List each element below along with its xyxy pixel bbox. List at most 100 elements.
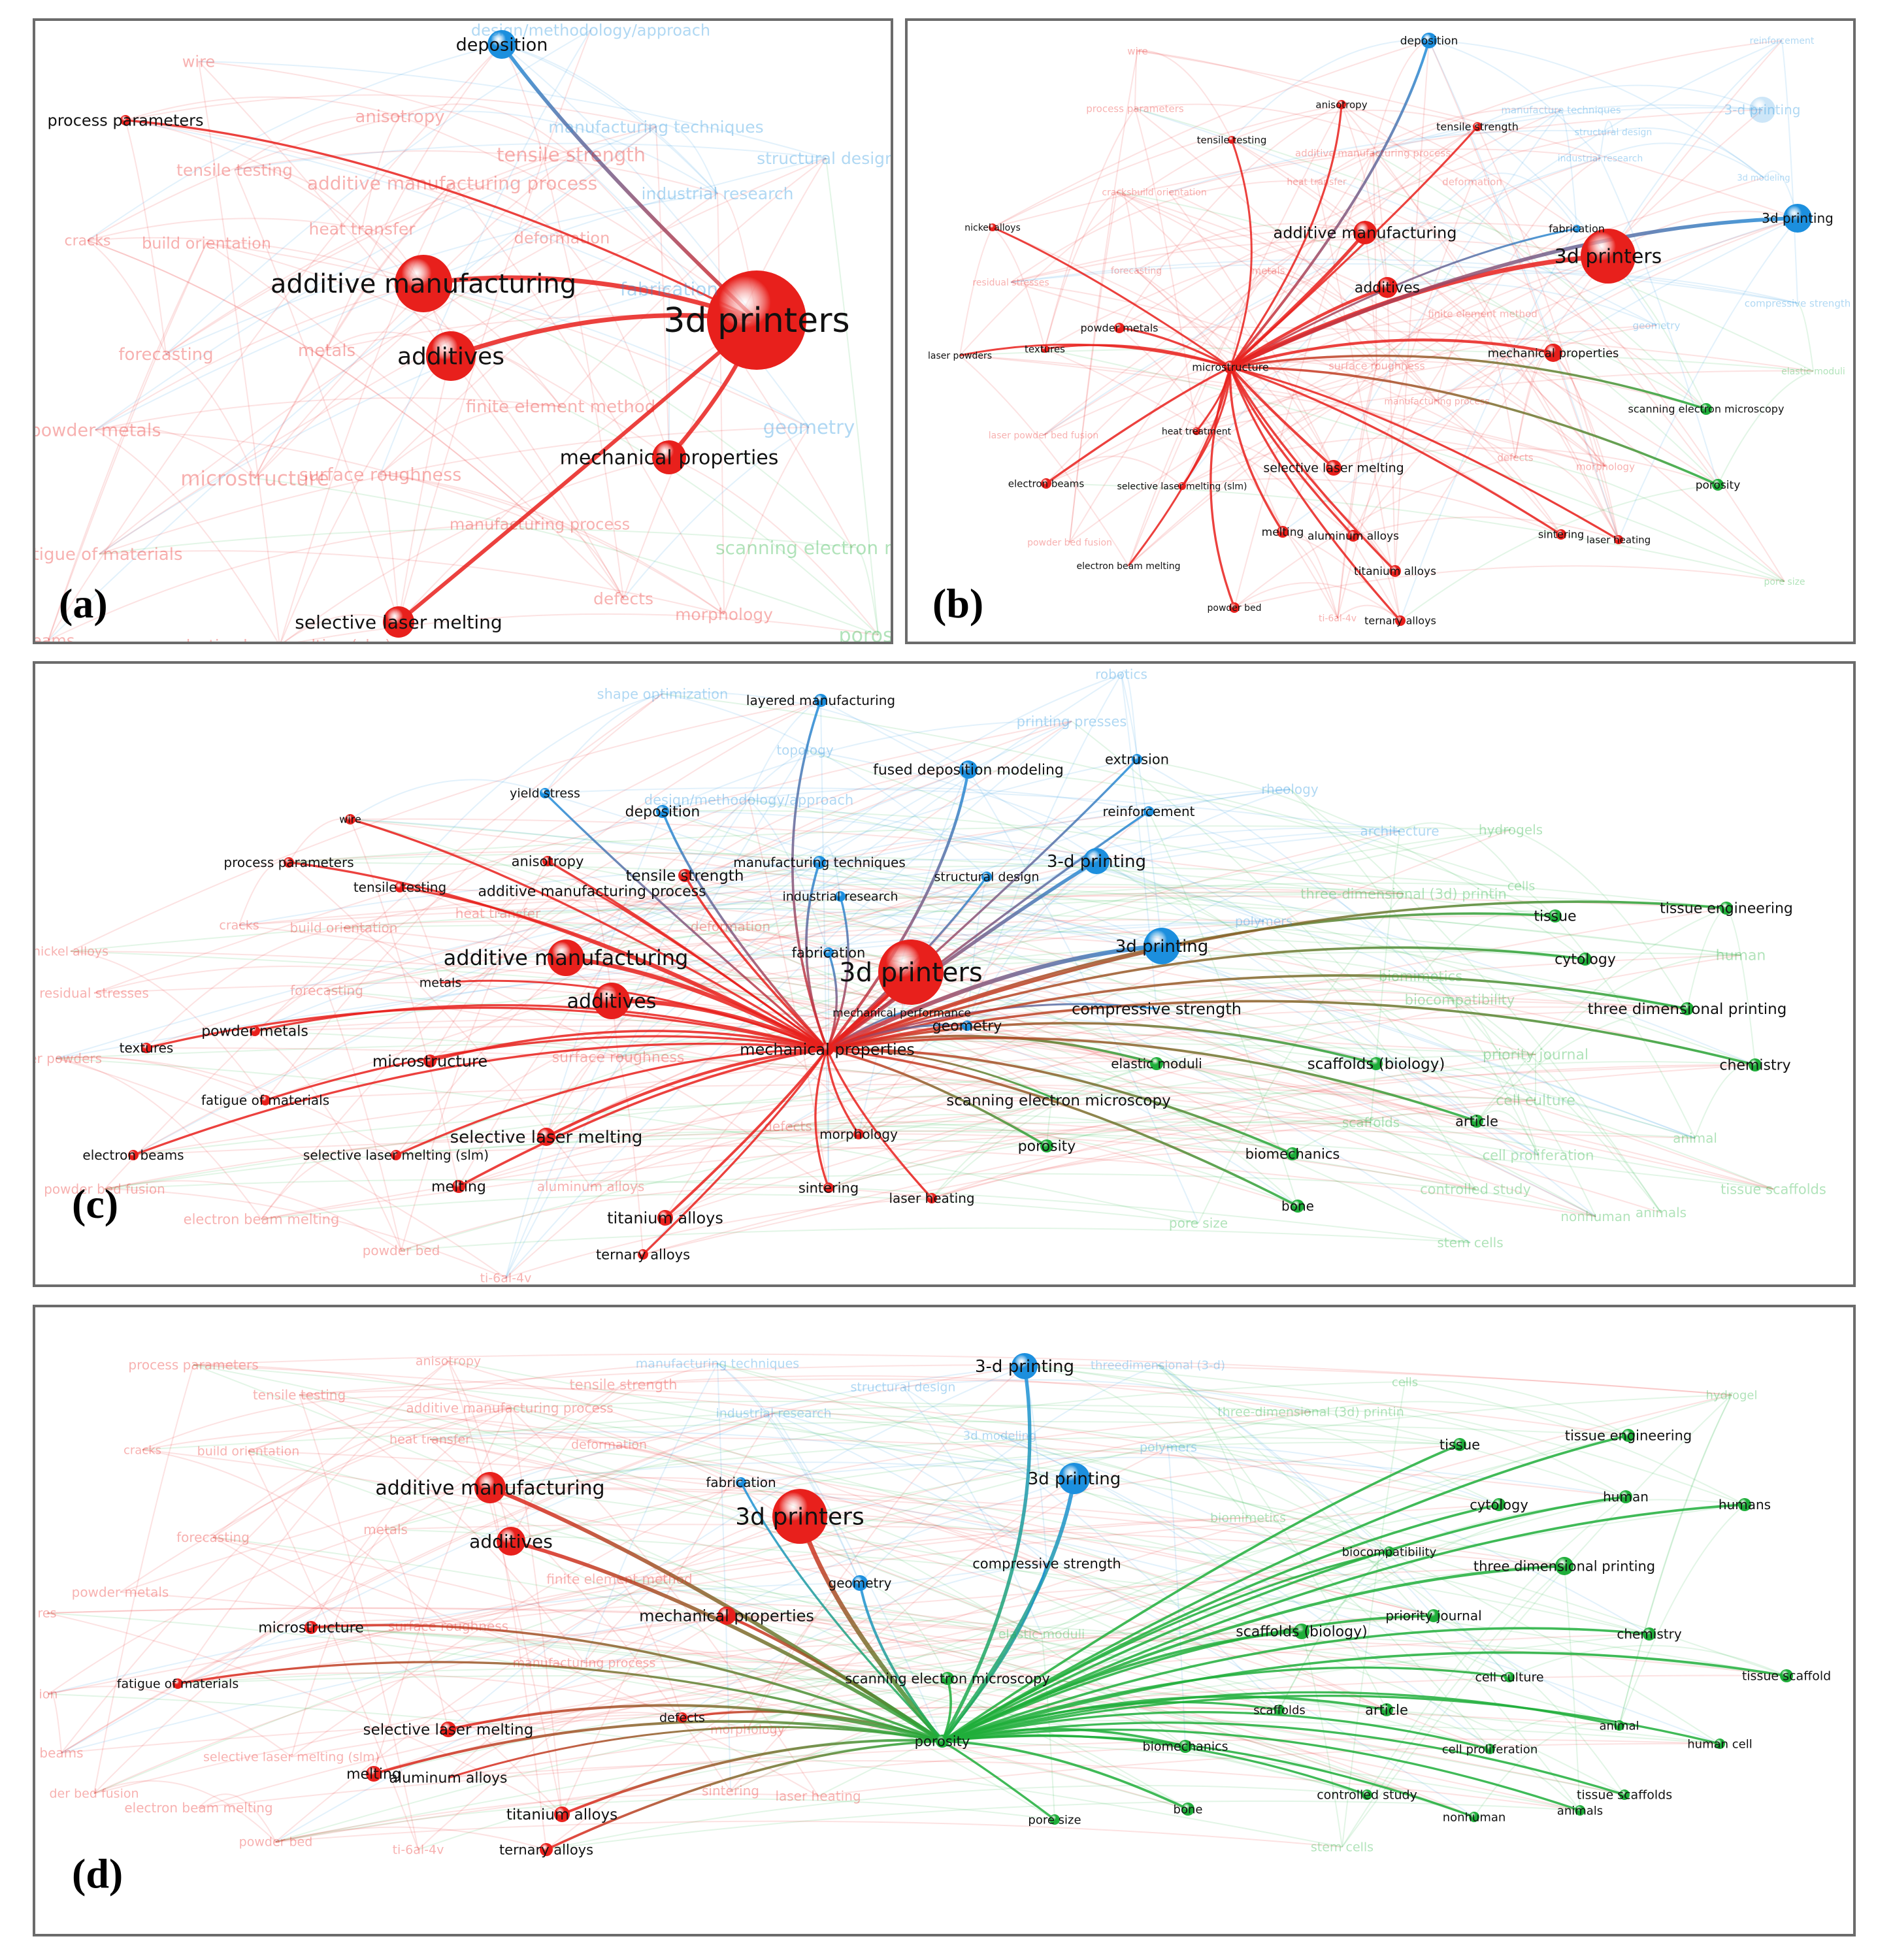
node-tissue-engineering[interactable] — [1720, 902, 1733, 915]
node-deposition[interactable] — [1421, 33, 1437, 48]
node-nickel-alloys[interactable] — [989, 223, 996, 231]
node-layered-manufacturing[interactable] — [814, 694, 827, 707]
node-additive-manufacturing[interactable] — [548, 939, 584, 976]
node-3d-printers[interactable] — [707, 270, 806, 370]
node-yield-stress[interactable] — [540, 788, 550, 798]
node-sintering[interactable] — [823, 1183, 834, 1193]
node-selective-laser-melting-slm[interactable] — [1178, 482, 1186, 490]
node-selective-laser-melting[interactable] — [440, 1722, 456, 1737]
node-animal[interactable] — [1614, 1720, 1624, 1731]
node-anisotropy[interactable] — [1337, 100, 1346, 109]
node-fabrication[interactable] — [1573, 225, 1581, 233]
node-3d-printers[interactable] — [1581, 229, 1636, 284]
node-scaffolds-biology[interactable] — [1294, 1624, 1309, 1639]
node-microstructure[interactable] — [305, 1621, 318, 1634]
node-structural-design[interactable] — [981, 872, 992, 882]
node-selective-laser-melting[interactable] — [537, 1128, 555, 1146]
node-mechanical-properties[interactable] — [1544, 344, 1562, 362]
node-cytology[interactable] — [1579, 953, 1592, 966]
node-nonhuman[interactable] — [1469, 1812, 1479, 1822]
node-3-d-printing[interactable] — [1749, 97, 1775, 123]
node-additives[interactable] — [593, 983, 630, 1019]
node-elastic-moduli[interactable] — [1150, 1057, 1163, 1070]
node-additives[interactable] — [497, 1527, 525, 1556]
node-biomechanics[interactable] — [1286, 1147, 1299, 1160]
node-industrial-research[interactable] — [835, 891, 846, 902]
node-tensile-strength[interactable] — [678, 869, 691, 882]
node-bone[interactable] — [1291, 1200, 1304, 1213]
node-additive-manufacturing[interactable] — [1353, 221, 1377, 244]
node-melting[interactable] — [1277, 526, 1289, 538]
node-priority-journal[interactable] — [1427, 1609, 1440, 1622]
node-mechanical-properties[interactable] — [717, 1607, 736, 1625]
node-deposition[interactable] — [487, 30, 516, 59]
node-tissue-scaffolds[interactable] — [1619, 1789, 1630, 1800]
node-microstructure[interactable] — [1224, 361, 1237, 374]
node-selective-laser-melting[interactable] — [1326, 460, 1342, 476]
node-3d-printing[interactable] — [1144, 928, 1180, 964]
node-laser-heating[interactable] — [927, 1193, 937, 1203]
node-process-parameters[interactable] — [120, 115, 131, 125]
node-fused-deposition-modeling[interactable] — [959, 760, 978, 779]
node-pore-size[interactable] — [1049, 1814, 1060, 1825]
node-tissue[interactable] — [1453, 1438, 1466, 1451]
node-extrusion[interactable] — [1132, 754, 1142, 764]
node-ternary-alloys[interactable] — [638, 1249, 648, 1260]
node-electron-beams[interactable] — [128, 1150, 139, 1160]
node-powder-bed[interactable] — [1229, 602, 1240, 613]
node-additives[interactable] — [426, 331, 476, 381]
node-tissue-scaffold[interactable] — [1780, 1669, 1793, 1682]
node-wire[interactable] — [345, 814, 355, 825]
node-mechanical-properties[interactable] — [821, 1043, 834, 1056]
node-porosity[interactable] — [936, 1735, 949, 1748]
node-human-cell[interactable] — [1715, 1739, 1725, 1749]
node-biomechanics[interactable] — [1179, 1740, 1192, 1753]
node-humans[interactable] — [1738, 1498, 1751, 1511]
node-process-parameters[interactable] — [284, 857, 294, 868]
node-article[interactable] — [1470, 1115, 1483, 1128]
node-3d-printers[interactable] — [878, 939, 944, 1005]
node-porosity[interactable] — [1040, 1139, 1053, 1152]
node-three-dimensional-printing[interactable] — [1681, 1002, 1694, 1015]
node-tensile-strength[interactable] — [1473, 122, 1482, 131]
node-aluminum-alloys[interactable] — [1347, 530, 1359, 542]
node-laser-heating[interactable] — [1614, 535, 1623, 544]
node-textures[interactable] — [141, 1043, 152, 1053]
node-tensile-testing[interactable] — [1228, 136, 1236, 144]
node-titanium-alloys[interactable] — [657, 1210, 673, 1226]
node-heat-treatment[interactable] — [1193, 427, 1200, 435]
node-scaffolds-biology[interactable] — [1370, 1057, 1383, 1070]
node-porosity[interactable] — [1712, 479, 1724, 491]
node-geometry[interactable] — [852, 1575, 868, 1591]
node-melting[interactable] — [452, 1180, 465, 1193]
node-fabrication[interactable] — [736, 1477, 746, 1488]
node-titanium-alloys[interactable] — [554, 1806, 570, 1822]
node-geometry[interactable] — [962, 1021, 972, 1031]
node-bone[interactable] — [1181, 1803, 1194, 1816]
node-scaffolds[interactable] — [1274, 1705, 1285, 1715]
node-article[interactable] — [1380, 1703, 1393, 1716]
node-electron-beams[interactable] — [1041, 478, 1051, 489]
node-selective-laser-melting-slm[interactable] — [391, 1150, 401, 1160]
node-animals[interactable] — [1575, 1805, 1585, 1816]
node-ternary-alloys[interactable] — [1395, 615, 1406, 626]
node-three-dimensional-printing[interactable] — [1555, 1557, 1573, 1575]
node-3d-printing[interactable] — [1059, 1463, 1090, 1494]
node-sintering[interactable] — [1556, 529, 1566, 540]
node-ternary-alloys[interactable] — [540, 1843, 553, 1856]
node-titanium-alloys[interactable] — [1389, 565, 1401, 577]
node-additive-manufacturing[interactable] — [474, 1472, 506, 1503]
node-melting[interactable] — [366, 1766, 382, 1782]
node-additive-manufacturing[interactable] — [395, 255, 452, 312]
node-mechanical-properties[interactable] — [652, 440, 686, 474]
node-biocompatibility[interactable] — [1384, 1546, 1394, 1557]
node-powder-metals[interactable] — [1114, 323, 1125, 333]
node-cytology[interactable] — [1492, 1498, 1506, 1511]
node-3-d-printing[interactable] — [1083, 848, 1110, 874]
node-additives[interactable] — [1377, 277, 1398, 298]
node-tensile-testing[interactable] — [395, 882, 405, 892]
node-reinforcement[interactable] — [1144, 806, 1154, 817]
node-chemistry[interactable] — [1643, 1627, 1656, 1641]
node-tissue-engineering[interactable] — [1622, 1429, 1635, 1442]
node-tissue[interactable] — [1549, 909, 1562, 923]
